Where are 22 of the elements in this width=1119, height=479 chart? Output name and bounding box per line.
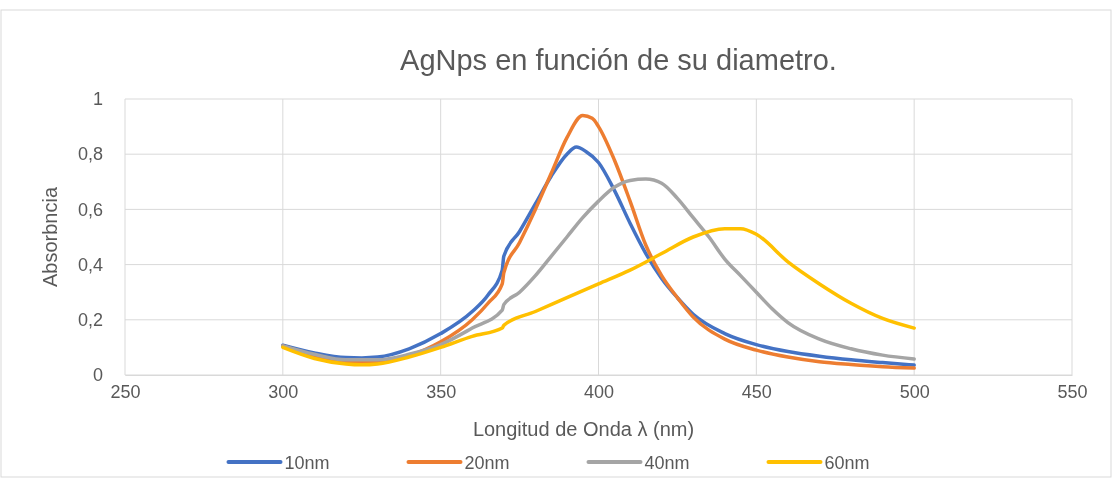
line-series — [281, 226, 916, 367]
x-tick-label: 550 — [1057, 381, 1088, 402]
x-tick-label: 450 — [741, 381, 772, 402]
y-tick-label: 0,6 — [77, 199, 103, 220]
x-tick-label: 500 — [899, 381, 930, 402]
legend-label: 20nm — [464, 453, 510, 473]
chart-title: AgNps en función de su diametro. — [400, 44, 837, 76]
x-axis-title: Longitud de Onda λ (nm) — [472, 418, 695, 440]
y-tick-label: 0,8 — [77, 144, 103, 165]
y-tick-label: 1 — [92, 89, 103, 110]
y-axis-title: Absorbncia — [39, 186, 61, 288]
y-tick-label: 0,2 — [77, 310, 103, 331]
x-tick-label: 300 — [268, 381, 299, 402]
x-tick-label: 350 — [426, 381, 457, 402]
y-tick-label: 0,4 — [77, 254, 103, 275]
x-tick-label: 400 — [583, 381, 615, 402]
legend-label: 60nm — [824, 453, 870, 473]
line-series — [281, 177, 916, 362]
legend-label: 10nm — [284, 453, 330, 473]
legend-label: 40nm — [644, 453, 690, 473]
y-tick-label: 0 — [92, 365, 103, 386]
x-tick-label: 250 — [110, 381, 141, 402]
